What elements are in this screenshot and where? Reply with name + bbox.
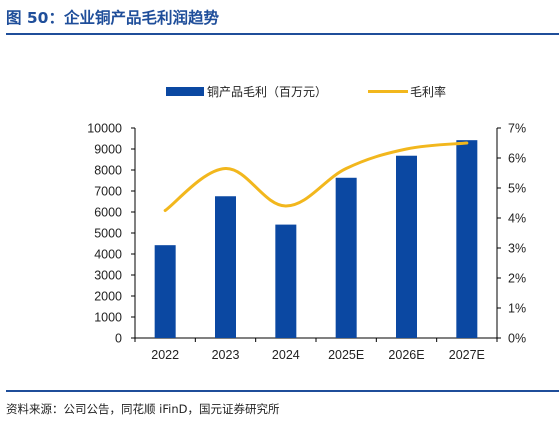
- y-left-tick-label: 7000: [94, 185, 122, 199]
- source-rule: [6, 390, 559, 392]
- bar: [215, 196, 236, 338]
- x-tick-label: 2022: [151, 348, 179, 362]
- y-left-tick-label: 4000: [94, 248, 122, 262]
- figure-title: 图 50：企业铜产品毛利润趋势: [6, 9, 219, 27]
- y-right-tick-label: 0%: [508, 332, 526, 346]
- source-note: 资料来源：公司公告，同花顺 iFinD，国元证券研究所: [6, 402, 280, 416]
- y-left-tick-label: 1000: [94, 311, 122, 325]
- y-right-tick-label: 1%: [508, 302, 526, 316]
- y-right-tick-label: 5%: [508, 182, 526, 196]
- y-left-tick-label: 0: [115, 332, 122, 346]
- axes: 0 1000 2000 3000 4000 5000 6000 7000 8000 9000 100…: [87, 122, 526, 363]
- title-rule: [6, 33, 559, 35]
- y-right-tick-label: 6%: [508, 152, 526, 166]
- bars: [154, 140, 478, 338]
- y-right-tick-label: 3%: [508, 242, 526, 256]
- y-left-tick-label: 3000: [94, 269, 122, 283]
- y-left-tick-label: 5000: [94, 227, 122, 241]
- bar: [396, 155, 417, 338]
- bar: [335, 177, 357, 338]
- y-left-tick-label: 10000: [87, 122, 122, 136]
- legend-line-label: 毛利率: [410, 84, 446, 99]
- y-left-tick-label: 8000: [94, 164, 122, 178]
- y-left-tick-label: 9000: [94, 143, 122, 157]
- bar: [456, 140, 478, 338]
- y-right-tick-label: 7%: [508, 122, 526, 136]
- y-left-tick-label: 2000: [94, 290, 122, 304]
- y-right-tick-label: 4%: [508, 212, 526, 226]
- x-tick-label: 2026E: [388, 348, 424, 362]
- legend-bar-label: 铜产品毛利（百万元）: [207, 84, 327, 99]
- bar: [275, 224, 297, 338]
- x-tick-label: 2027E: [449, 348, 485, 362]
- line-layer: [163, 141, 469, 212]
- y-left-tick-label: 6000: [94, 206, 122, 220]
- y-right-tick-label: 2%: [508, 272, 526, 286]
- chart: 铜产品毛利（百万元） 毛利率 0 1000 2000 3000 4000 5000 6000…: [87, 84, 526, 363]
- legend: 铜产品毛利（百万元） 毛利率: [166, 84, 446, 99]
- x-tick-label: 2025E: [328, 348, 364, 362]
- bar: [154, 245, 176, 338]
- legend-bar-swatch: [166, 87, 204, 96]
- x-tick-label: 2024: [272, 348, 300, 362]
- gross-margin-line: [163, 141, 469, 212]
- x-tick-label: 2023: [212, 348, 240, 362]
